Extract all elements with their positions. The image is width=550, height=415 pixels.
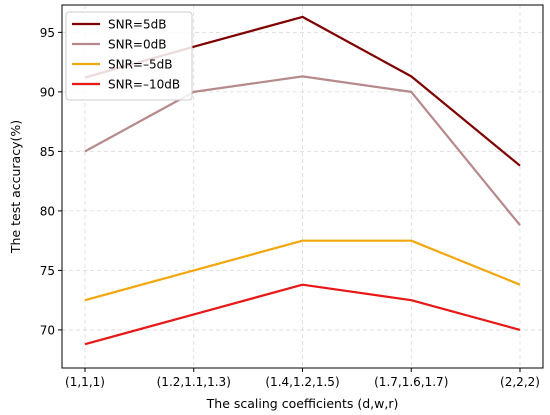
y-axis-label: The test accuracy(%) [8,120,23,254]
y-tick-label-3: 85 [40,145,55,159]
legend-box [65,11,193,101]
series-lines [84,15,521,346]
x-axis-ticks: (1,1,1) (1.2,1.1,1.3) (1.4,1.2,1.5) (1.7,1.… [65,368,540,389]
x-tick-label-2: (1.4,1.2,1.5) [265,375,339,389]
x-axis-label: The scaling coefficients (d,w,r) [206,396,399,411]
legend-label-3: SNR=–10dB [108,78,180,92]
y-tick-label-5: 95 [40,26,55,40]
series-line-1 [84,75,521,226]
x-tick-label-4: (2,2,2) [500,375,540,389]
legend-label-0: SNR=5dB [108,18,166,32]
legend-label-1: SNR=0dB [108,38,166,52]
y-tick-label-1: 75 [40,264,55,278]
x-tick-label-1: (1.2,1.1,1.3) [157,375,231,389]
legend: SNR=5dB SNR=0dB SNR=–5dB SNR=–10dB [65,11,193,101]
y-tick-label-2: 80 [40,204,55,218]
y-axis-ticks: 70 75 80 85 90 95 [40,26,62,337]
y-tick-label-4: 90 [40,85,55,99]
series-line-2 [84,239,521,302]
series-line-3 [84,283,521,346]
x-tick-label-0: (1,1,1) [65,375,105,389]
legend-label-2: SNR=–5dB [108,58,172,72]
x-tick-label-3: (1.7,1.6,1.7) [374,375,448,389]
grid [62,5,543,368]
y-tick-label-0: 70 [40,323,55,337]
